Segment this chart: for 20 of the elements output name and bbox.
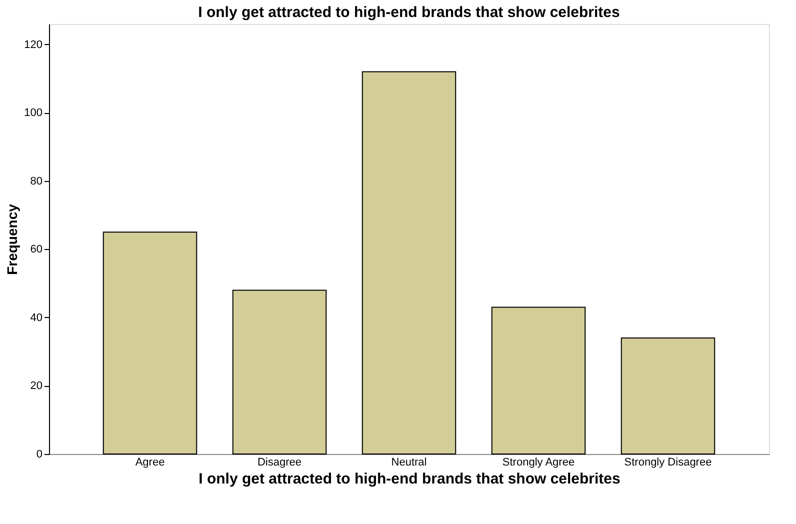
bar (102, 232, 198, 454)
x-tick-label: Disagree (257, 456, 302, 468)
y-tick-label: 60 (30, 244, 42, 256)
bar (491, 306, 586, 454)
x-tick-label: Strongly Agree (502, 456, 575, 468)
x-tick-label: Strongly Disagree (624, 456, 712, 468)
y-tick-label: 0 (36, 448, 42, 460)
bar (232, 290, 327, 454)
x-tick-label: Neutral (391, 456, 427, 468)
y-tick-label: 120 (24, 38, 42, 51)
y-tick-label: 100 (24, 107, 42, 120)
bar (620, 337, 716, 454)
y-axis-title: Frequency (4, 204, 20, 275)
y-tick-label: 80 (30, 175, 42, 188)
y-tick-label: 20 (30, 380, 42, 392)
x-tick-label: Agree (135, 456, 165, 468)
y-tick-label: 40 (30, 312, 42, 324)
chart-title: I only get attracted to high-end brands that show celebrites (198, 4, 620, 21)
x-axis-title: I only get attracted to high-end brands that show celebrites (198, 470, 620, 488)
bar (362, 71, 456, 454)
